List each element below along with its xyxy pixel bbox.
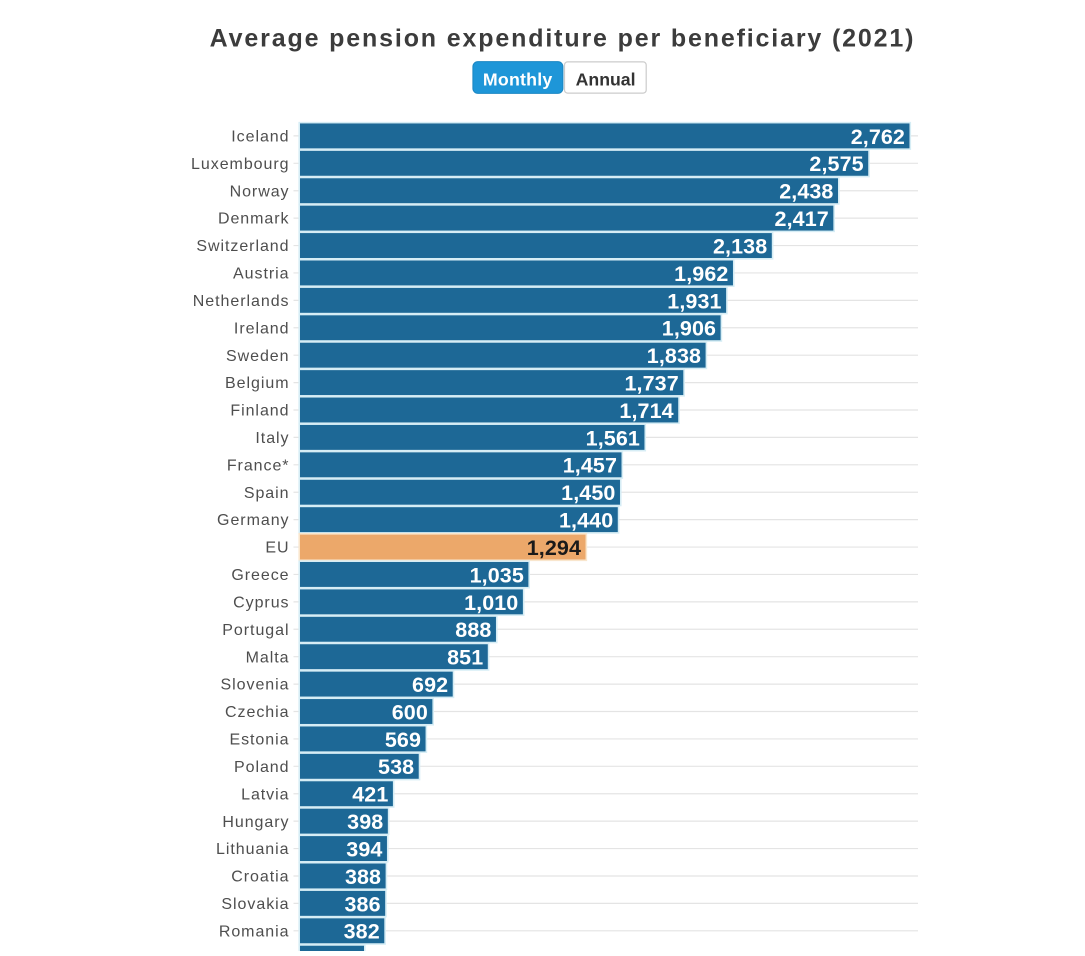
svg-text:Greece: Greece xyxy=(231,567,289,584)
svg-text:600: 600 xyxy=(392,700,428,724)
svg-text:Hungary: Hungary xyxy=(222,814,289,831)
svg-text:1,440: 1,440 xyxy=(559,509,613,533)
svg-text:382: 382 xyxy=(344,920,380,944)
svg-text:EU: EU xyxy=(265,540,289,557)
svg-text:Finland: Finland xyxy=(230,403,289,420)
svg-text:Portugal: Portugal xyxy=(222,622,289,639)
svg-text:Poland: Poland xyxy=(234,759,290,776)
svg-text:1,714: 1,714 xyxy=(619,399,673,423)
svg-text:Denmark: Denmark xyxy=(218,211,290,228)
svg-text:2,417: 2,417 xyxy=(775,207,829,231)
svg-text:Belgium: Belgium xyxy=(225,375,289,392)
svg-text:Romania: Romania xyxy=(219,923,290,940)
svg-text:Luxembourg: Luxembourg xyxy=(191,156,289,173)
svg-text:2,138: 2,138 xyxy=(713,234,767,258)
svg-text:Annual: Annual xyxy=(576,69,636,89)
svg-text:421: 421 xyxy=(352,783,388,807)
svg-text:Czechia: Czechia xyxy=(225,704,289,721)
svg-text:851: 851 xyxy=(447,646,483,670)
svg-text:Lithuania: Lithuania xyxy=(216,841,290,858)
svg-text:Malta: Malta xyxy=(246,649,290,666)
svg-text:Estonia: Estonia xyxy=(229,732,289,749)
svg-text:Germany: Germany xyxy=(217,512,289,529)
svg-text:Norway: Norway xyxy=(230,183,290,200)
svg-text:386: 386 xyxy=(345,892,381,916)
svg-text:1,838: 1,838 xyxy=(647,344,701,368)
svg-text:Netherlands: Netherlands xyxy=(193,293,290,310)
svg-text:1,294: 1,294 xyxy=(527,536,581,560)
svg-text:Monthly: Monthly xyxy=(483,69,553,89)
svg-text:388: 388 xyxy=(345,865,381,889)
svg-text:Spain: Spain xyxy=(244,485,290,502)
svg-text:2,575: 2,575 xyxy=(809,152,863,176)
svg-text:1,906: 1,906 xyxy=(662,317,716,341)
svg-text:Croatia: Croatia xyxy=(231,869,289,886)
svg-text:538: 538 xyxy=(378,755,414,779)
svg-text:1,035: 1,035 xyxy=(470,563,524,587)
svg-text:France*: France* xyxy=(227,457,290,474)
svg-text:1,010: 1,010 xyxy=(464,591,518,615)
svg-text:Italy: Italy xyxy=(255,430,289,447)
svg-text:1,457: 1,457 xyxy=(563,454,617,478)
svg-text:569: 569 xyxy=(385,728,421,752)
svg-text:1,931: 1,931 xyxy=(667,289,721,313)
svg-text:888: 888 xyxy=(455,618,491,642)
svg-text:Cyprus: Cyprus xyxy=(233,594,289,611)
svg-text:2,762: 2,762 xyxy=(851,125,905,149)
svg-text:1,737: 1,737 xyxy=(624,371,678,395)
svg-text:Average pension expenditure pe: Average pension expenditure per benefici… xyxy=(210,24,916,52)
svg-text:Sweden: Sweden xyxy=(226,348,290,365)
svg-text:394: 394 xyxy=(346,837,382,861)
svg-text:398: 398 xyxy=(347,810,383,834)
svg-text:1,561: 1,561 xyxy=(586,426,640,450)
svg-text:1,962: 1,962 xyxy=(674,262,728,286)
svg-text:692: 692 xyxy=(412,673,448,697)
svg-text:Ireland: Ireland xyxy=(234,320,290,337)
svg-text:Switzerland: Switzerland xyxy=(196,238,289,255)
svg-text:Latvia: Latvia xyxy=(241,786,289,803)
svg-text:Austria: Austria xyxy=(233,266,289,283)
svg-text:2,438: 2,438 xyxy=(779,180,833,204)
svg-text:Slovakia: Slovakia xyxy=(221,896,289,913)
svg-text:Iceland: Iceland xyxy=(231,129,289,146)
svg-text:1,450: 1,450 xyxy=(561,481,615,505)
svg-text:Slovenia: Slovenia xyxy=(221,677,290,694)
